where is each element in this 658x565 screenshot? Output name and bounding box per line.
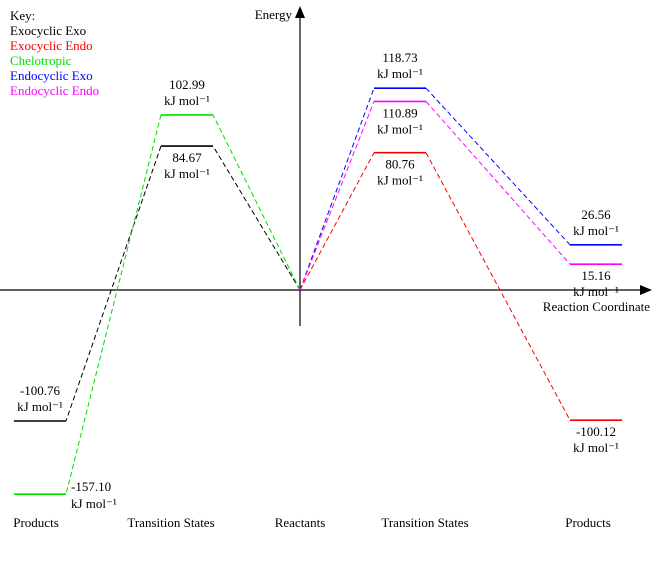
energy-unit-label: kJ mol⁻¹ [377,173,423,188]
energy-value-label: 110.89 [382,105,417,120]
legend-item: Chelotropic [10,53,72,68]
x-category-label: Reactants [275,515,326,530]
reaction-path-segment [299,87,375,291]
energy-unit-label: kJ mol⁻¹ [17,399,63,414]
legend-title: Key: [10,8,36,23]
reaction-path-segment [425,87,571,246]
energy-value-label: 80.76 [385,157,415,172]
energy-value-label: 15.16 [581,268,611,283]
reaction-path-segment [425,101,571,265]
energy-value-label: -100.76 [20,383,61,398]
energy-value-label: -100.12 [576,424,616,439]
energy-value-label: -157.10 [71,479,111,494]
energy-value-label: 84.67 [172,150,202,165]
x-category-label: Products [13,515,59,530]
y-axis-label: Energy [255,7,293,22]
x-category-label: Transition States [127,515,214,530]
x-category-label: Products [565,515,611,530]
reaction-path-segment [425,152,571,421]
x-axis-label: Reaction Coordinate [543,299,650,314]
axes: Energy Reaction Coordinate [0,6,652,326]
energy-unit-label: kJ mol⁻¹ [377,121,423,136]
reaction-path-segment [299,101,375,291]
reaction-path-segment [212,145,301,291]
y-axis-arrow-icon [295,6,305,18]
energy-value-label: 118.73 [382,50,417,65]
energy-unit-label: kJ mol⁻¹ [377,66,423,81]
energy-value-label: 102.99 [169,77,205,92]
x-category-label: Transition States [381,515,468,530]
reaction-path-segment [212,114,301,291]
energy-unit-label: kJ mol⁻¹ [573,284,619,299]
legend-item: Exocyclic Endo [10,38,93,53]
legend-item: Exocyclic Exo [10,23,87,38]
energy-unit-label: kJ mol⁻¹ [164,166,210,181]
energy-unit-label: kJ mol⁻¹ [164,93,210,108]
x-category-labels: Products Transition States Reactants Transi… [13,515,611,530]
energy-unit-label: kJ mol⁻¹ [71,496,117,511]
legend-item: Endocyclic Exo [10,68,93,83]
legend: Key: Exocyclic Exo Exocyclic Endo Chelotro… [10,8,99,98]
energy-unit-label: kJ mol⁻¹ [573,223,619,238]
energy-unit-label: kJ mol⁻¹ [573,440,619,455]
reaction-path-segment [65,114,162,495]
legend-item: Endocyclic Endo [10,83,100,98]
energy-value-label: 26.56 [581,207,611,222]
reaction-path-segment [299,152,375,291]
reaction-path-segment [65,145,162,422]
x-axis-arrow-icon [640,285,652,295]
